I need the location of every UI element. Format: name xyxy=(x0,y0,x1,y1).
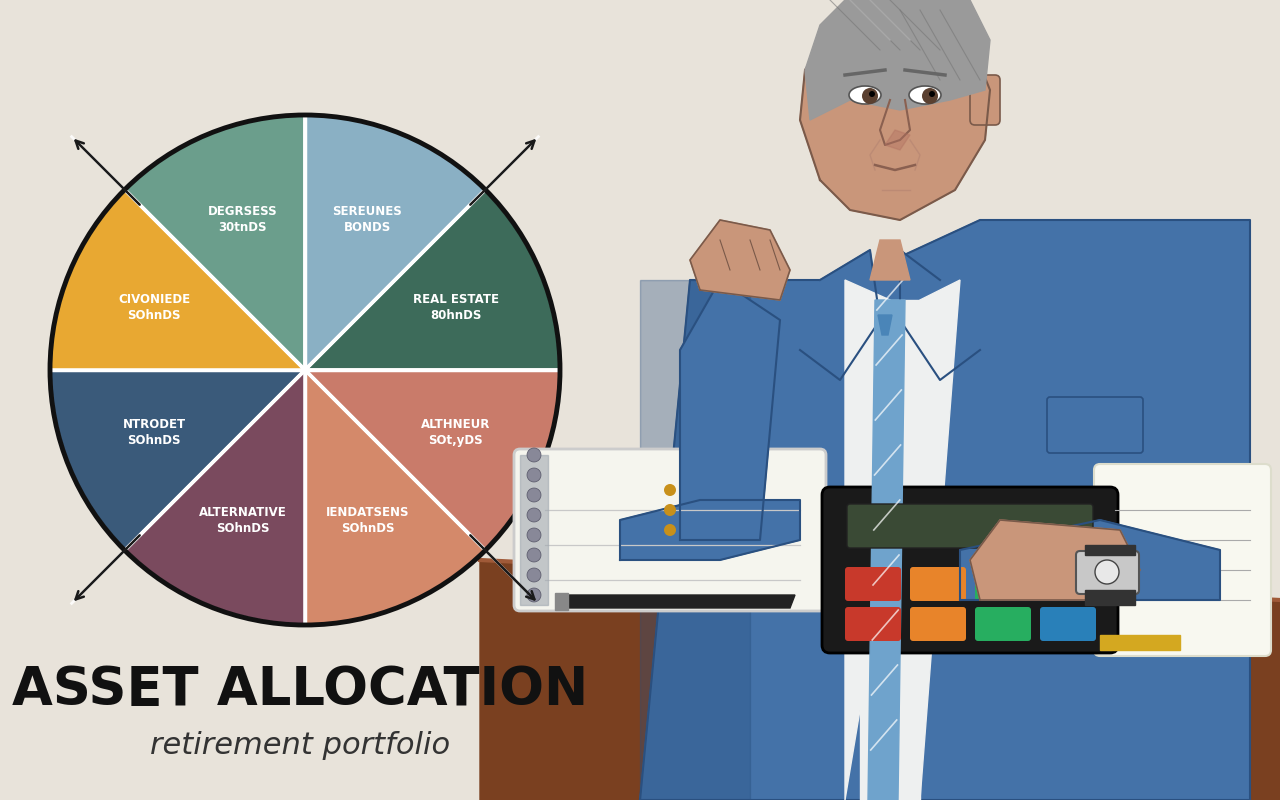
Polygon shape xyxy=(1100,635,1180,650)
FancyBboxPatch shape xyxy=(1076,551,1139,594)
Polygon shape xyxy=(620,500,800,560)
Text: DEGRSESS
30tnDS: DEGRSESS 30tnDS xyxy=(207,205,278,234)
Polygon shape xyxy=(640,220,1251,800)
FancyBboxPatch shape xyxy=(910,607,966,641)
FancyBboxPatch shape xyxy=(847,504,1093,548)
Ellipse shape xyxy=(909,86,941,104)
Polygon shape xyxy=(960,520,1220,600)
FancyBboxPatch shape xyxy=(1094,464,1271,656)
Polygon shape xyxy=(1085,590,1135,605)
Polygon shape xyxy=(870,240,910,280)
Polygon shape xyxy=(884,130,910,150)
Circle shape xyxy=(664,504,676,516)
Circle shape xyxy=(527,468,541,482)
FancyBboxPatch shape xyxy=(845,607,901,641)
Text: CIVONIEDE
SOhnDS: CIVONIEDE SOhnDS xyxy=(118,293,191,322)
Polygon shape xyxy=(878,315,892,335)
Text: SEREUNES
BONDS: SEREUNES BONDS xyxy=(333,205,402,234)
Wedge shape xyxy=(50,370,305,550)
Polygon shape xyxy=(556,593,568,610)
Polygon shape xyxy=(640,280,750,800)
Text: REAL ESTATE
80hnDS: REAL ESTATE 80hnDS xyxy=(412,293,499,322)
Circle shape xyxy=(527,548,541,562)
Wedge shape xyxy=(124,370,305,625)
Circle shape xyxy=(527,448,541,462)
FancyBboxPatch shape xyxy=(1039,567,1096,601)
Polygon shape xyxy=(920,280,960,800)
FancyBboxPatch shape xyxy=(975,607,1030,641)
Polygon shape xyxy=(520,455,548,605)
Text: IENDATSENS
SOhnDS: IENDATSENS SOhnDS xyxy=(325,506,410,535)
Polygon shape xyxy=(800,10,989,220)
FancyBboxPatch shape xyxy=(1047,397,1143,453)
Polygon shape xyxy=(800,250,881,380)
Circle shape xyxy=(869,91,876,97)
FancyBboxPatch shape xyxy=(845,567,901,601)
Wedge shape xyxy=(124,115,305,370)
Circle shape xyxy=(922,88,938,104)
Wedge shape xyxy=(305,115,485,370)
Wedge shape xyxy=(50,190,305,370)
Polygon shape xyxy=(860,300,920,800)
FancyBboxPatch shape xyxy=(975,567,1030,601)
Polygon shape xyxy=(970,520,1140,600)
FancyBboxPatch shape xyxy=(1039,607,1096,641)
Polygon shape xyxy=(805,0,989,120)
Circle shape xyxy=(527,508,541,522)
Polygon shape xyxy=(845,280,920,800)
Polygon shape xyxy=(868,300,905,800)
Ellipse shape xyxy=(849,86,881,104)
Circle shape xyxy=(664,484,676,496)
Circle shape xyxy=(527,528,541,542)
FancyBboxPatch shape xyxy=(970,75,1000,125)
Polygon shape xyxy=(480,560,1280,800)
Text: ALTERNATIVE
SOhnDS: ALTERNATIVE SOhnDS xyxy=(198,506,287,535)
Polygon shape xyxy=(680,280,780,540)
Polygon shape xyxy=(900,250,980,380)
Text: ASSET ALLOCATION: ASSET ALLOCATION xyxy=(12,664,588,716)
Text: NTRODET
SOhnDS: NTRODET SOhnDS xyxy=(123,418,186,447)
Circle shape xyxy=(861,88,878,104)
Circle shape xyxy=(664,524,676,536)
Polygon shape xyxy=(561,595,795,608)
Text: retirement portfolio: retirement portfolio xyxy=(150,730,451,759)
Polygon shape xyxy=(690,220,790,300)
Circle shape xyxy=(527,588,541,602)
Wedge shape xyxy=(305,370,485,625)
Polygon shape xyxy=(1085,545,1135,555)
Circle shape xyxy=(527,568,541,582)
FancyBboxPatch shape xyxy=(822,487,1117,653)
Circle shape xyxy=(1094,560,1119,584)
FancyBboxPatch shape xyxy=(910,567,966,601)
Text: ALTHNΕUR
SOt,yDS: ALTHNΕUR SOt,yDS xyxy=(421,418,490,447)
Circle shape xyxy=(929,91,934,97)
Wedge shape xyxy=(305,370,561,550)
Circle shape xyxy=(527,488,541,502)
Wedge shape xyxy=(305,190,561,370)
FancyBboxPatch shape xyxy=(515,449,826,611)
